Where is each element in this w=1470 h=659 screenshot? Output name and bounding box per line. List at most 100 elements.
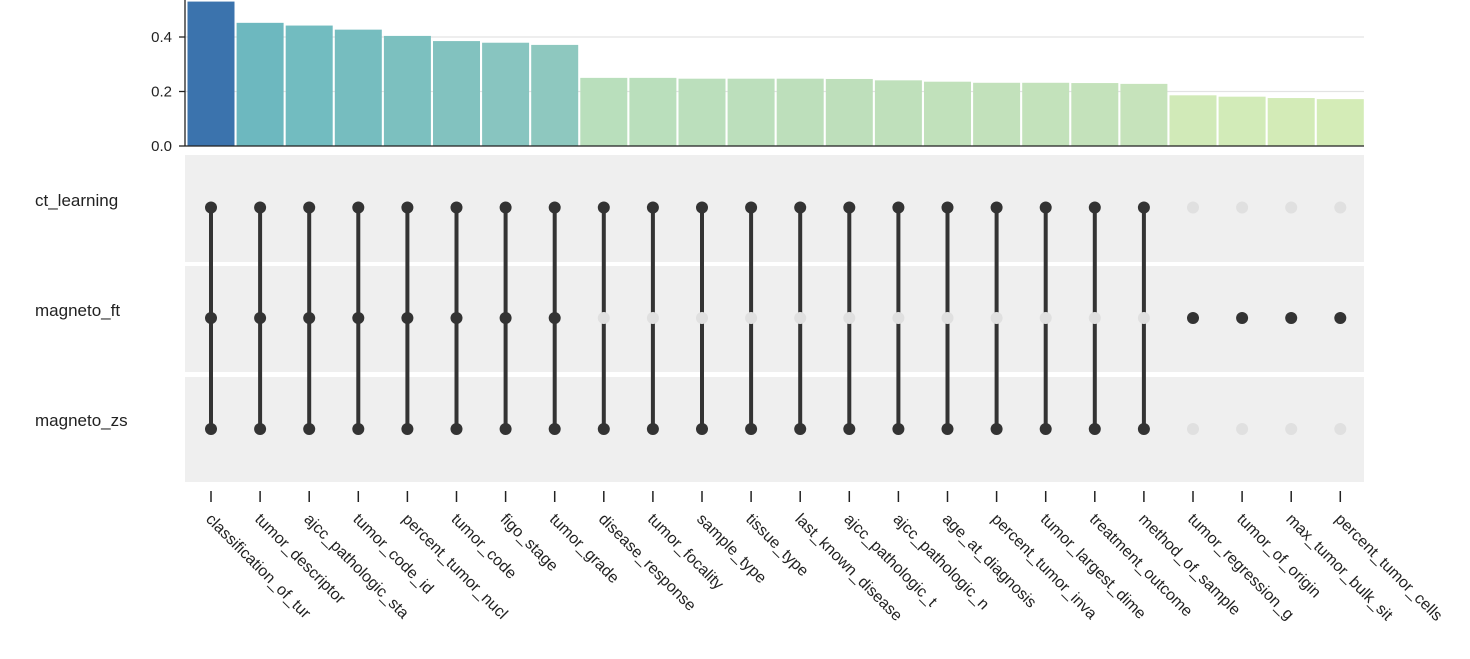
bar-method_of_sample <box>1120 83 1168 146</box>
y-tick-label: 0.2 <box>151 84 172 101</box>
dot-classification_of_tur-magneto_ft <box>205 312 217 324</box>
dot-sample_type-ct_learning <box>696 201 708 214</box>
bar-percent_tumor_nucl <box>383 35 431 146</box>
y-axis: 0.0 0.2 0.4 <box>151 0 1364 155</box>
dot-ajcc_pathologic_sta-magneto_zs <box>303 423 316 435</box>
set-label-magneto_zs: magneto_zs <box>35 411 128 430</box>
dot-ajcc_pathologic_t-ct_learning <box>843 201 856 214</box>
bar-age_at_diagnosis <box>924 81 971 146</box>
bar-tumor_grade <box>531 44 579 147</box>
dot-ajcc_pathologic_sta-magneto_ft <box>303 312 316 324</box>
dot-tumor_grade-magneto_zs <box>548 423 561 435</box>
dot-tumor_grade-ct_learning <box>548 201 561 214</box>
dot-max_tumor_bulk_sit-magneto_ft <box>1285 312 1298 324</box>
y-tick-label: 0.4 <box>151 29 172 46</box>
dot-tumor_of_origin-magneto_ft <box>1236 312 1249 324</box>
dot-tumor_focality-magneto_ft <box>646 312 659 324</box>
bar-ajcc_pathologic_n <box>874 80 922 146</box>
bar-classification_of_tur <box>187 1 235 147</box>
dot-classification_of_tur-ct_learning <box>205 201 217 214</box>
bar-ajcc_pathologic_t <box>825 78 873 146</box>
bar-tissue_type <box>727 78 775 146</box>
dot-figo_stage-ct_learning <box>499 201 512 214</box>
bar-tumor_largest_dime <box>1022 82 1070 146</box>
column-label-age_at_diagnosis: age_at_diagnosis <box>939 511 1040 612</box>
bar-tumor_descriptor <box>236 22 284 146</box>
matrix-background <box>185 155 1364 482</box>
dot-tumor_code-ct_learning <box>450 201 463 214</box>
dot-percent_tumor_cells-magneto_zs <box>1334 423 1347 435</box>
dot-method_of_sample-magneto_ft <box>1137 312 1150 324</box>
dot-ajcc_pathologic_n-magneto_zs <box>892 423 905 435</box>
dot-treatment_outcome-ct_learning <box>1088 201 1101 214</box>
dot-last_known_disease-magneto_zs <box>794 423 807 435</box>
dot-percent_tumor_inva-ct_learning <box>990 201 1003 214</box>
dot-percent_tumor_nucl-magneto_zs <box>401 423 414 435</box>
dot-percent_tumor_inva-magneto_ft <box>990 312 1003 324</box>
dot-figo_stage-magneto_zs <box>499 423 512 435</box>
y-tick-label: 0.0 <box>151 138 172 155</box>
bar-last_known_disease <box>776 78 824 146</box>
bar-percent_tumor_cells <box>1316 99 1364 146</box>
dot-ajcc_pathologic_t-magneto_zs <box>843 423 856 435</box>
bar-tumor_regression_g <box>1169 95 1217 146</box>
dot-age_at_diagnosis-magneto_ft <box>941 312 954 324</box>
dot-percent_tumor_nucl-ct_learning <box>401 201 414 214</box>
dot-percent_tumor_cells-magneto_ft <box>1334 312 1347 324</box>
set-label-ct_learning: ct_learning <box>35 191 118 210</box>
dot-percent_tumor_inva-magneto_zs <box>990 423 1003 435</box>
dot-tumor_regression_g-ct_learning <box>1187 201 1199 214</box>
dot-classification_of_tur-magneto_zs <box>205 423 217 435</box>
dot-tumor_largest_dime-ct_learning <box>1039 201 1052 214</box>
dot-max_tumor_bulk_sit-magneto_zs <box>1285 423 1298 435</box>
bar-treatment_outcome <box>1071 83 1119 146</box>
bar-tumor_code_id <box>334 29 382 146</box>
column-label-ajcc_pathologic_t: ajcc_pathologic_t <box>840 511 940 611</box>
dot-last_known_disease-magneto_ft <box>794 312 807 324</box>
dot-disease_response-magneto_ft <box>597 312 610 324</box>
matrix-row-magneto_zs <box>185 377 1364 482</box>
dot-tissue_type-magneto_zs <box>745 423 758 435</box>
bar-percent_tumor_inva <box>973 82 1021 146</box>
bar-ajcc_pathologic_sta <box>285 25 333 146</box>
dot-tumor_code_id-magneto_ft <box>352 312 365 324</box>
matrix-row-ct_learning <box>185 155 1364 262</box>
dot-ajcc_pathologic_t-magneto_ft <box>843 312 856 324</box>
dot-tumor_regression_g-magneto_ft <box>1187 312 1199 324</box>
dot-sample_type-magneto_ft <box>696 312 708 324</box>
dot-tumor_grade-magneto_ft <box>548 312 561 324</box>
set-label-magneto_ft: magneto_ft <box>35 301 120 320</box>
dot-max_tumor_bulk_sit-ct_learning <box>1285 201 1298 214</box>
column-label-tumor_descriptor: tumor_descriptor <box>251 511 348 608</box>
dot-last_known_disease-ct_learning <box>794 201 807 214</box>
dot-age_at_diagnosis-ct_learning <box>941 201 954 214</box>
dot-tissue_type-magneto_ft <box>745 312 758 324</box>
bar-tumor_of_origin <box>1218 96 1266 146</box>
dot-tumor_of_origin-ct_learning <box>1236 201 1249 214</box>
dot-treatment_outcome-magneto_zs <box>1088 423 1101 435</box>
dot-disease_response-ct_learning <box>597 201 610 214</box>
bars <box>187 1 1364 147</box>
bar-tumor_code <box>433 41 480 146</box>
dot-ajcc_pathologic_n-ct_learning <box>892 201 905 214</box>
dot-ajcc_pathologic_sta-ct_learning <box>303 201 316 214</box>
bar-sample_type <box>678 78 726 146</box>
bar-disease_response <box>580 77 628 146</box>
dot-tumor_descriptor-magneto_ft <box>254 312 267 324</box>
column-label-tumor_of_origin: tumor_of_origin <box>1233 511 1324 602</box>
dot-treatment_outcome-magneto_ft <box>1088 312 1101 324</box>
bar-figo_stage <box>482 42 530 146</box>
dot-percent_tumor_nucl-magneto_ft <box>401 312 414 324</box>
dot-tumor_largest_dime-magneto_ft <box>1039 312 1052 324</box>
dot-tumor_descriptor-magneto_zs <box>254 423 267 435</box>
dot-method_of_sample-magneto_zs <box>1137 423 1150 435</box>
dot-tumor_regression_g-magneto_zs <box>1187 423 1199 435</box>
dot-disease_response-magneto_zs <box>597 423 610 435</box>
column-axis: classification_of_turtumor_descriptorajc… <box>202 491 1445 625</box>
dot-tumor_focality-magneto_zs <box>646 423 659 435</box>
dot-tumor_code_id-ct_learning <box>352 201 365 214</box>
dot-ajcc_pathologic_n-magneto_ft <box>892 312 905 324</box>
dot-tissue_type-ct_learning <box>745 201 758 214</box>
matrix-row-magneto_ft <box>185 266 1364 372</box>
dot-tumor_largest_dime-magneto_zs <box>1039 423 1052 435</box>
